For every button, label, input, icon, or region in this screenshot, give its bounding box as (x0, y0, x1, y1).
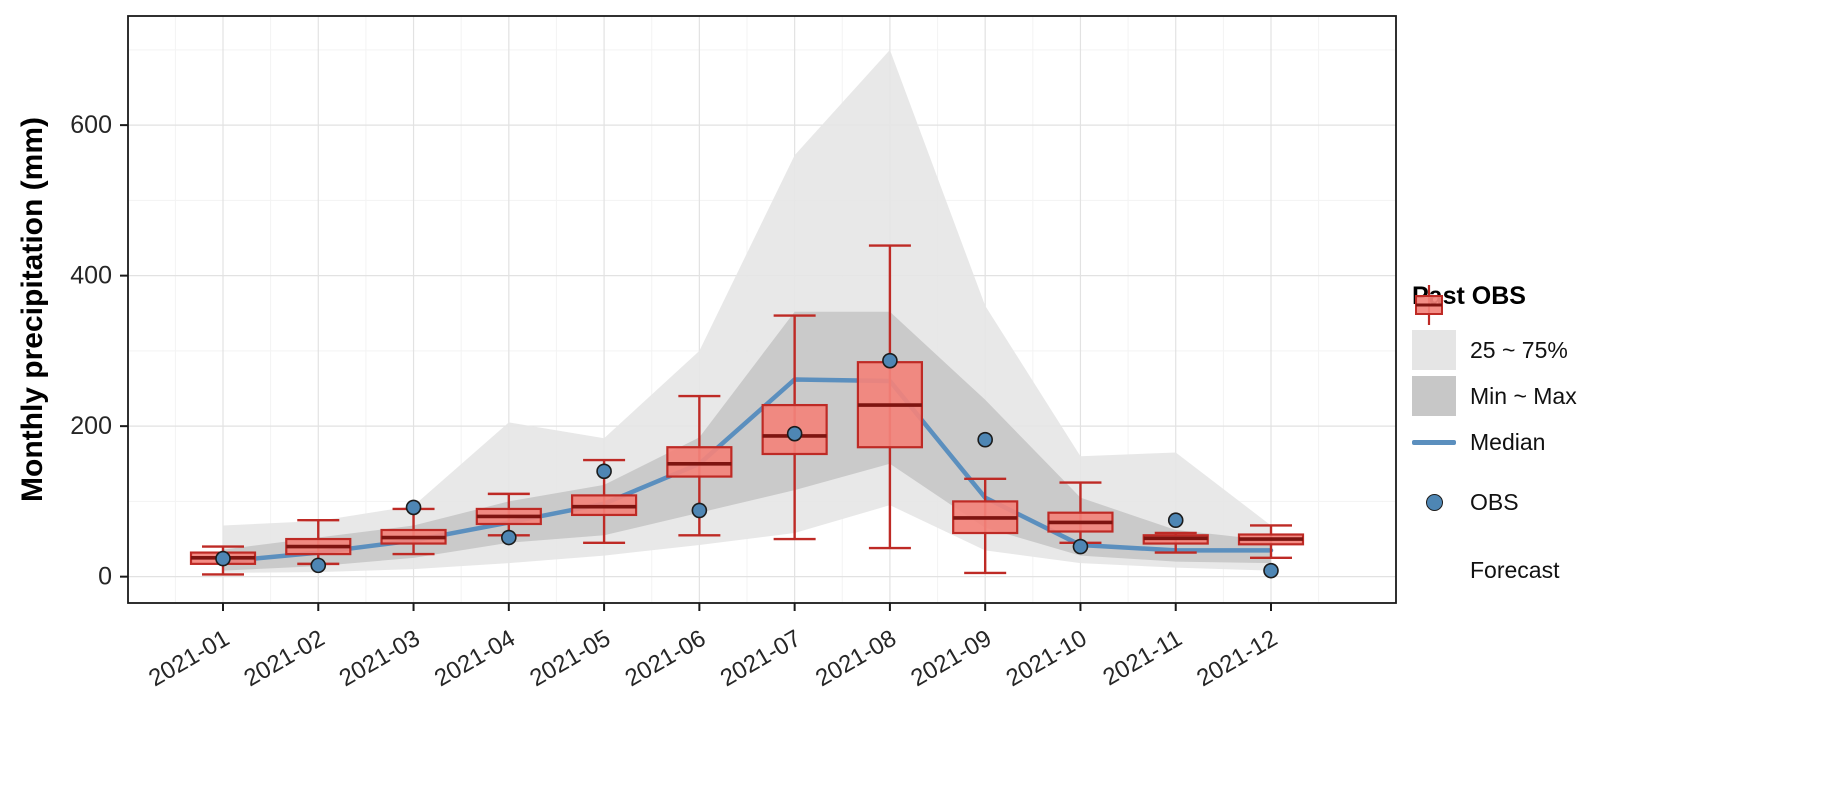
legend-item-forecast: Forecast (1412, 285, 1792, 593)
forecast-box (1142, 531, 1209, 554)
x-tick-label: 2021-09 (906, 625, 996, 692)
obs-point (1263, 562, 1279, 579)
obs-point (1167, 512, 1184, 529)
panel-border (127, 15, 1397, 604)
forecast-box (1047, 481, 1114, 544)
forecast-box (570, 458, 638, 544)
forecast-box (285, 519, 352, 566)
y-tick-label: 200 (70, 412, 112, 440)
obs-point (405, 499, 422, 516)
obs-point (501, 529, 517, 546)
obs-point (1072, 538, 1089, 555)
legend-title: Past OBS (1412, 282, 1526, 310)
legend-item-obs: OBS (1412, 479, 1792, 525)
x-tick-label: 2021-11 (1098, 625, 1186, 692)
legend-item-25-75: 25 ~ 75% (1412, 327, 1792, 373)
legend-item-median: Median (1412, 419, 1792, 465)
x-tick-label: 2021-01 (144, 625, 234, 692)
y-tick-label: 600 (70, 111, 112, 139)
forecast-box (1237, 524, 1305, 560)
obs-point (882, 352, 898, 369)
forecast-boxplot-key (1412, 285, 1456, 590)
x-tick-label: 2021-02 (239, 625, 329, 692)
legend: Past OBS 25 ~ 75% Min ~ Max Median OBS F… (1412, 282, 1792, 593)
x-tick-label: 2021-05 (525, 625, 615, 692)
obs-points (215, 352, 1279, 579)
obs-point (596, 463, 612, 480)
obs-point (977, 431, 993, 448)
obs-point-key (1412, 482, 1456, 522)
x-tick-label: 2021-07 (716, 625, 806, 692)
y-tick-label: 0 (98, 563, 112, 591)
x-tick-label: 2021-08 (811, 625, 901, 692)
obs-point (786, 425, 803, 442)
y-tick-label: 400 (70, 262, 112, 290)
x-tick-label: 2021-06 (621, 625, 711, 692)
legend-label: Forecast (1470, 556, 1560, 583)
forecast-box (666, 394, 733, 537)
forecast-box (856, 244, 924, 550)
obs-point (215, 550, 231, 567)
x-tick-label: 2021-03 (335, 625, 425, 692)
forecast-box (475, 492, 542, 537)
y-axis-title: Monthly precipitation (mm) (16, 117, 49, 502)
band-dark-swatch (1412, 376, 1456, 416)
legend-label: OBS (1470, 488, 1519, 515)
obs-point (310, 557, 327, 574)
legend-label: 25 ~ 75% (1470, 336, 1568, 363)
x-tick-label: 2021-04 (430, 625, 520, 692)
x-tick-label: 2021-12 (1192, 625, 1282, 692)
forecast-box (952, 477, 1019, 575)
box-iqr (666, 446, 733, 478)
forecast-boxes (189, 244, 1305, 576)
x-tick-label: 2021-10 (1002, 625, 1092, 692)
obs-point (691, 502, 708, 519)
band-light-swatch (1412, 330, 1456, 370)
median-line-key (1412, 422, 1456, 462)
legend-item-min-max: Min ~ Max (1412, 373, 1792, 419)
legend-label: Min ~ Max (1470, 382, 1577, 409)
legend-label: Median (1470, 428, 1546, 455)
